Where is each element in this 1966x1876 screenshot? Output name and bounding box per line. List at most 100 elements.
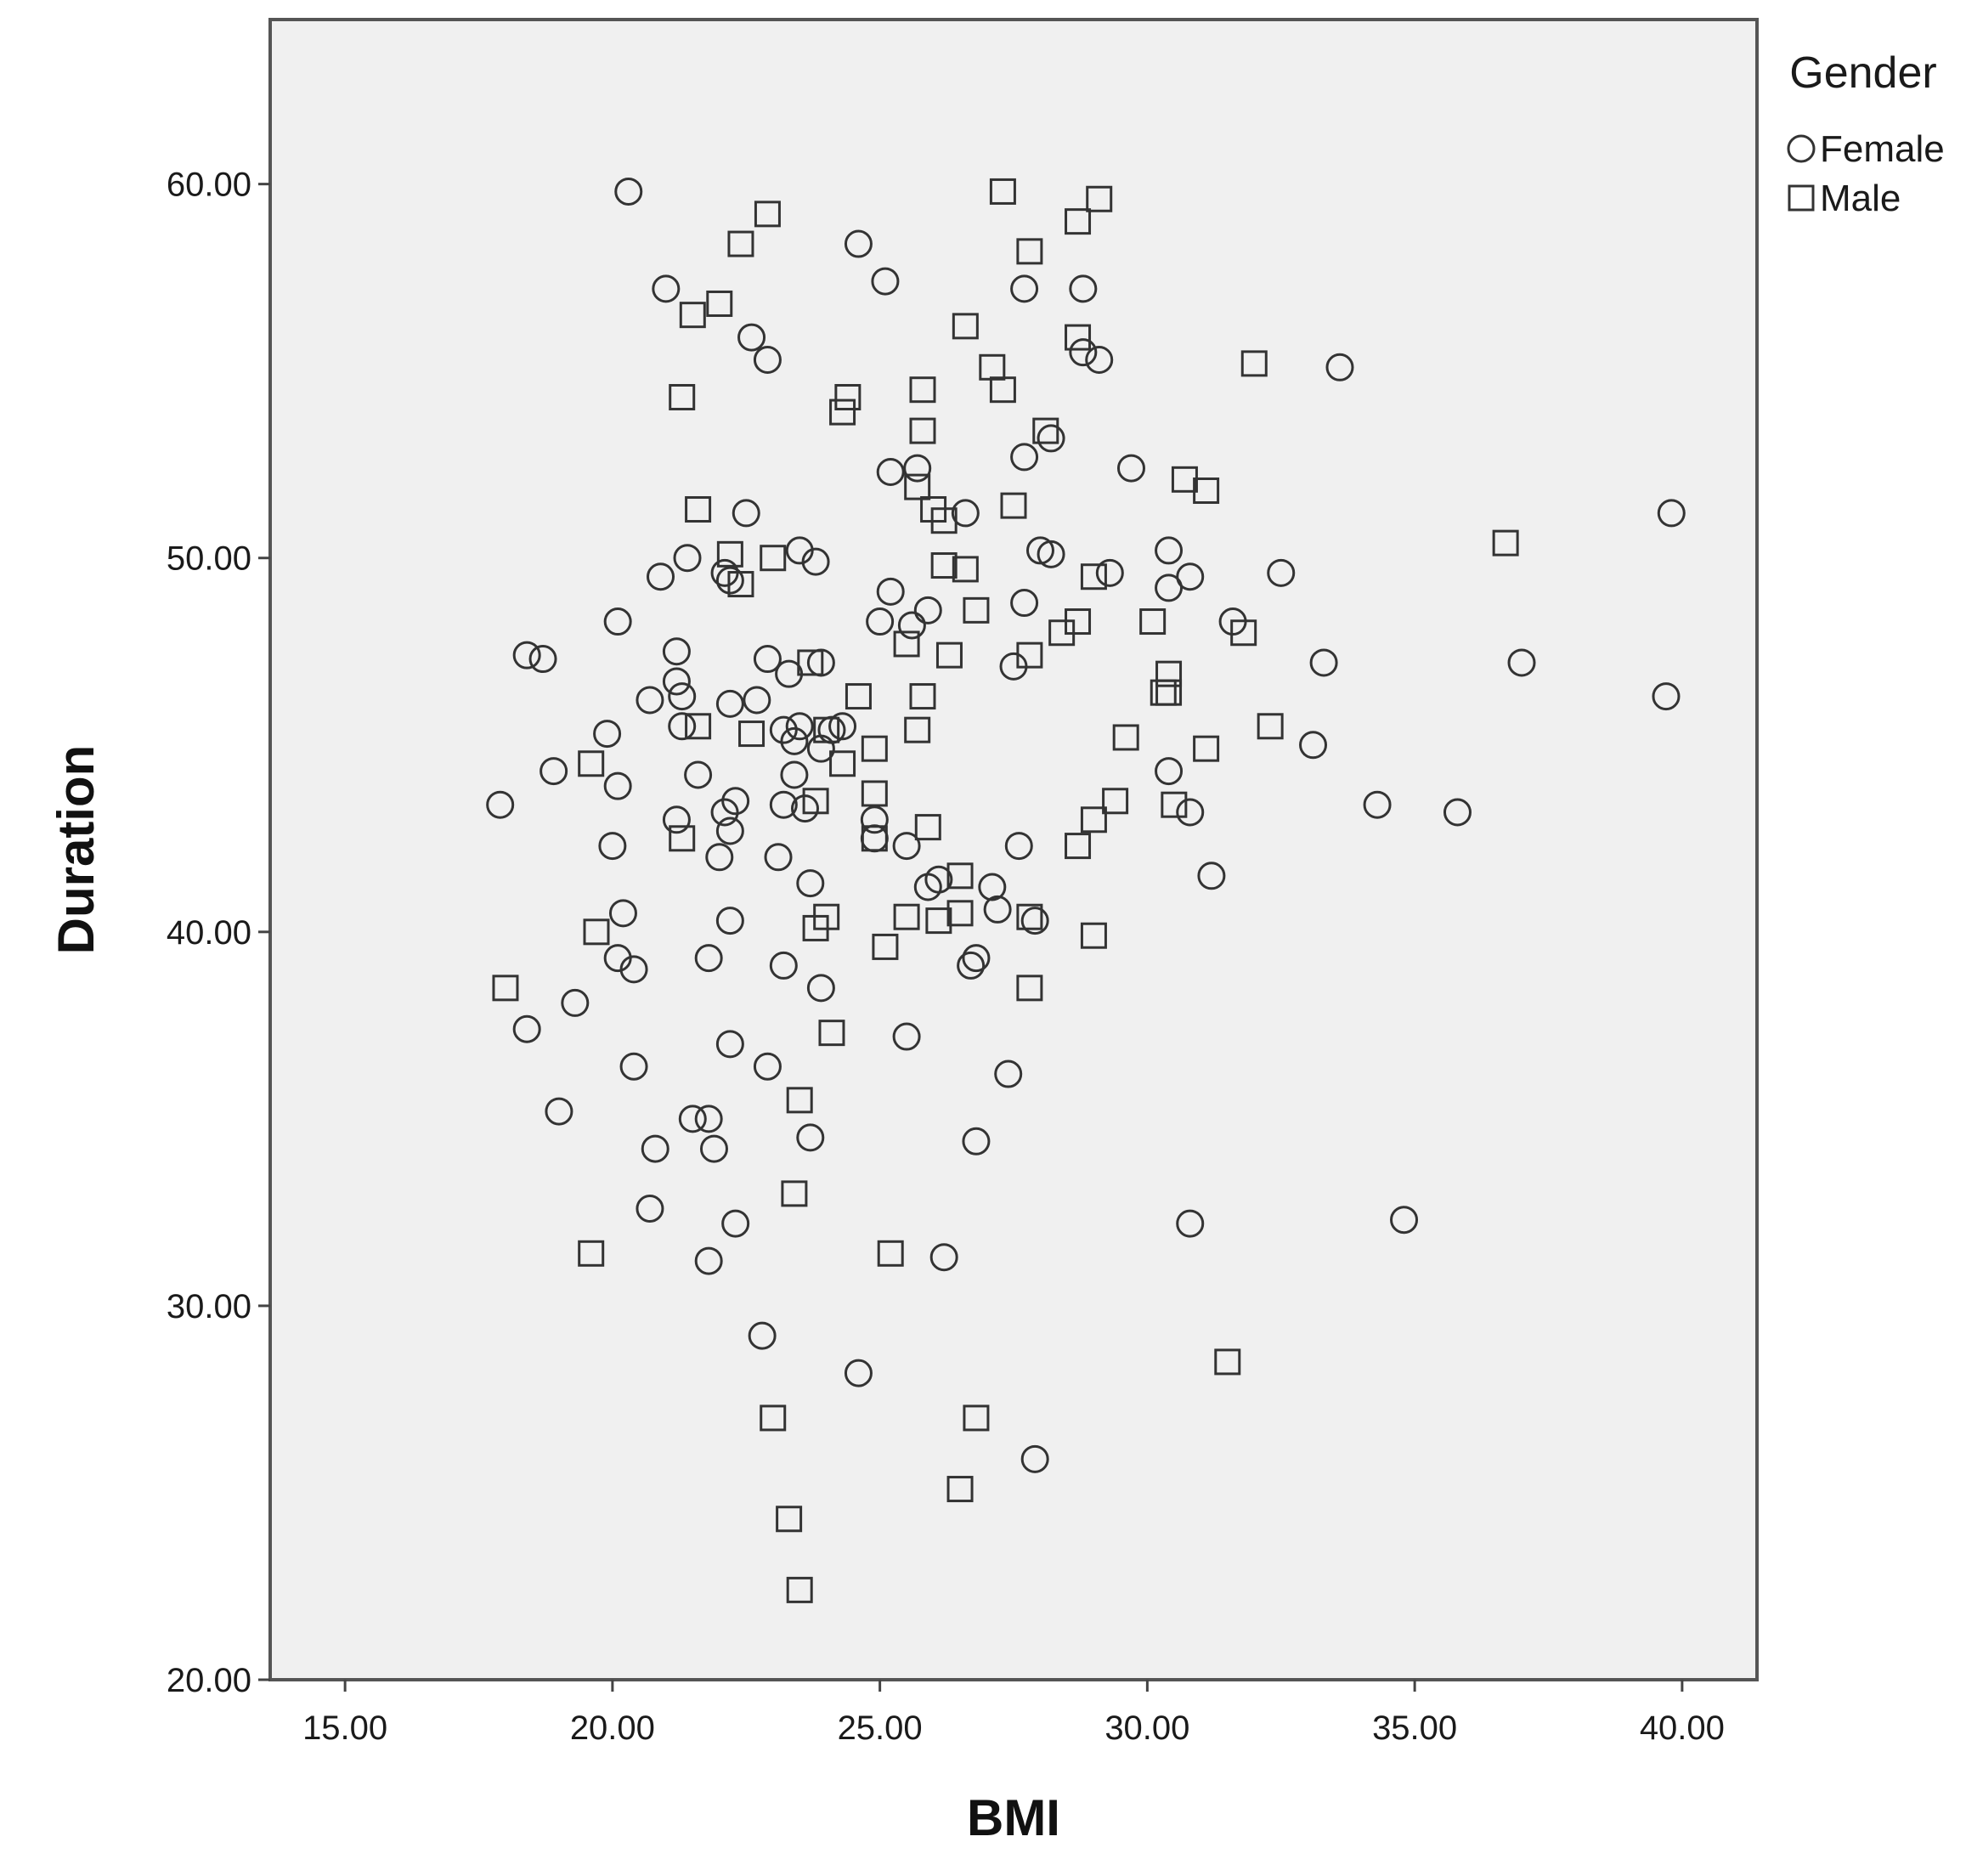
point-male [872,933,899,960]
point-male [914,814,941,841]
point-male [963,1404,990,1432]
point-female [608,899,637,928]
point-female [715,817,744,845]
point-male [946,862,974,890]
point-female [694,1246,723,1275]
point-female [545,1097,573,1126]
point-male [685,496,712,523]
point-female [1020,1444,1049,1473]
point-male [685,713,712,740]
series-female [486,177,1686,1473]
point-female [486,790,515,819]
point-female [962,1127,991,1156]
point-male [578,1240,605,1267]
point-male [813,716,840,743]
point-female [924,865,953,894]
point-male [669,383,696,410]
point-male [893,903,920,930]
point-male [727,571,754,598]
point-female [860,805,889,834]
point-female [780,726,809,755]
point-male [989,178,1016,205]
point-female [684,760,713,789]
point-female [512,641,541,670]
x-tick-label: 35.00 [1372,1709,1457,1747]
point-male [1139,608,1167,636]
point-female [1037,540,1065,568]
point-male [578,750,605,777]
y-axis-title: Duration [48,745,105,955]
point-female [1010,443,1039,472]
point-female [619,955,648,984]
point-male [797,649,824,676]
point-female [1299,731,1328,760]
point-male [738,720,765,748]
point-female [1309,648,1338,677]
point-male [829,750,856,777]
point-male [834,383,862,410]
point-female [1363,790,1392,819]
point-female [983,895,1012,924]
point-female [866,607,895,636]
point-male [1080,806,1107,833]
point-female [598,832,627,861]
point-male [1492,529,1519,557]
point-male [861,825,888,852]
point-female [721,787,750,816]
point-female [785,712,814,741]
point-male [1016,975,1043,1002]
point-male [1065,208,1092,235]
point-female [1085,345,1114,374]
point-female [619,1052,648,1081]
point-female [710,798,739,827]
point-male [1112,724,1139,751]
series-male [492,178,1519,1603]
point-female [1657,499,1686,528]
point-female [614,177,643,206]
x-tick-label: 40.00 [1640,1709,1725,1747]
point-female [796,1123,825,1152]
point-male [776,1506,803,1533]
point-female [801,547,830,576]
point-female [694,1105,723,1133]
legend: Gender Female Male [1787,48,1945,219]
point-male [1000,492,1027,519]
point-female [593,720,622,749]
point-female [962,944,991,973]
point-female [678,1105,707,1133]
point-male [706,290,733,317]
point-female [732,499,760,528]
point-male [963,596,990,624]
point-female [1197,862,1226,890]
point-male [1016,903,1043,930]
point-female [1004,832,1033,861]
point-male [989,376,1016,404]
point-female [662,637,691,666]
point-male [1193,477,1220,505]
point-male [904,716,931,743]
point-male [935,641,963,669]
point-female [748,1321,777,1350]
point-male [1257,713,1284,740]
point-female [603,771,632,800]
point-male [760,1404,787,1432]
point-female [1652,682,1681,711]
point-female [876,458,905,487]
point-male [679,302,706,329]
legend-label-male: Male [1820,178,1901,219]
y-tick-label: 60.00 [167,167,251,204]
point-female [844,1359,873,1387]
point-male [1193,735,1220,762]
point-female [512,1014,541,1043]
point-female [1155,757,1184,786]
point-female [737,323,766,352]
point-female [871,267,900,296]
point-female [796,869,825,898]
point-male [952,313,979,340]
point-male [1102,788,1129,815]
point-female [715,689,744,718]
point-male [583,918,610,946]
legend-marker-female [1787,134,1816,163]
point-male [877,1240,904,1267]
point-female [1176,1209,1205,1238]
